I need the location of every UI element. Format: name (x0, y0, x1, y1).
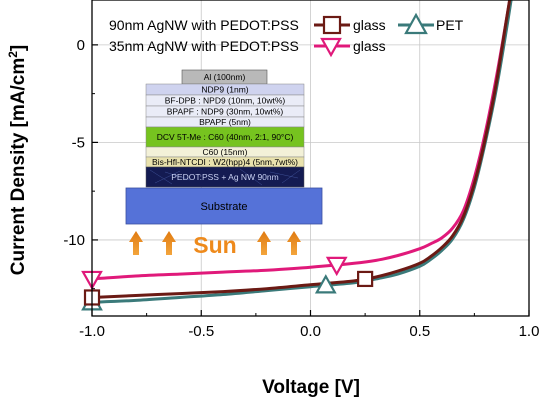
legend-entry-3-label: glass (353, 38, 386, 54)
legend-entry-3-text: 35nm AgNW with PEDOT:PSS (109, 38, 299, 54)
sun-arrows (129, 231, 301, 255)
layer-ndp9-label: NDP9 (1nm) (201, 85, 248, 95)
layer-bpapf-label: BPAPF (5nm) (199, 117, 251, 127)
legend-entry-1-marker (322, 15, 342, 35)
layer-c60-label: C60 (15nm) (203, 147, 248, 157)
y-axis-label-sup: 2 (6, 51, 20, 58)
series-marker-triangle-down (325, 256, 348, 277)
x-tick-label: 0.5 (409, 323, 430, 340)
layer-pedot-agnw (145, 166, 305, 188)
y-tick-label: -5 (72, 134, 85, 151)
x-tick-label: -0.5 (188, 323, 214, 340)
x-tick-label: 0.0 (300, 323, 321, 340)
axis-ticks: -1.0 -0.5 0.0 0.5 1.0 -10 -5 0 (63, 37, 539, 340)
legend-entry-1-text: 90nm AgNW with PEDOT:PSS (109, 17, 299, 33)
series-layer (92, 0, 513, 304)
device-stack-inset: Al (100nm) NDP9 (1nm) BF-DPB : NPD9 (10n… (125, 69, 323, 258)
layer-bpapf-ndp9-label: BPAPF : NDP9 (30nm, 10wt%) (167, 107, 284, 117)
legend-entry-1-label: glass (353, 17, 386, 33)
y-axis-label-main: Current Density [mA/cm (8, 58, 29, 276)
series-line-square (92, 0, 512, 299)
y-axis-label-end: ] (8, 45, 29, 51)
layer-bfdpb-label: BF-DPB : NPD9 (10nm, 10wt%) (165, 96, 286, 106)
y-axis-label: Current Density [mA/cm2] (6, 45, 29, 276)
sun-arrow-4 (287, 231, 301, 255)
sun-label: Sun (193, 232, 236, 258)
layer-dcv5t-label: DCV 5T-Me : C60 (40nm, 2:1, 90°C) (157, 132, 294, 142)
y-tick-label: 0 (77, 37, 85, 54)
legend: 90nm AgNW with PEDOT:PSS glass PET 35nm … (109, 12, 464, 58)
x-tick-label: -1.0 (79, 323, 105, 340)
layer-ntcdi-label: Bis-Hfl-NTCDI : W2(hpp)4 (5nm,7wt%) (152, 157, 298, 167)
y-tick-label: -10 (63, 232, 85, 249)
layer-al-label: Al (100nm) (204, 72, 246, 82)
legend-entry-2-marker (404, 12, 428, 35)
series-marker-square (357, 270, 374, 288)
legend-entry-3-marker (320, 37, 342, 58)
series-marker-triangle-up (314, 274, 337, 294)
sun-arrow-2 (162, 231, 176, 255)
layer-pedot-agnw-label: PEDOT:PSS + Ag NW 90nm (171, 172, 278, 182)
layer-substrate (125, 187, 323, 225)
x-axis-label: Voltage [V] (262, 377, 360, 398)
x-tick-label: 1.0 (519, 323, 540, 340)
agnw-texture (149, 168, 301, 186)
sun-arrow-1 (129, 231, 143, 255)
legend-entry-2-label: PET (436, 17, 464, 33)
layer-substrate-label: Substrate (200, 201, 247, 213)
sun-arrow-3 (257, 231, 271, 255)
